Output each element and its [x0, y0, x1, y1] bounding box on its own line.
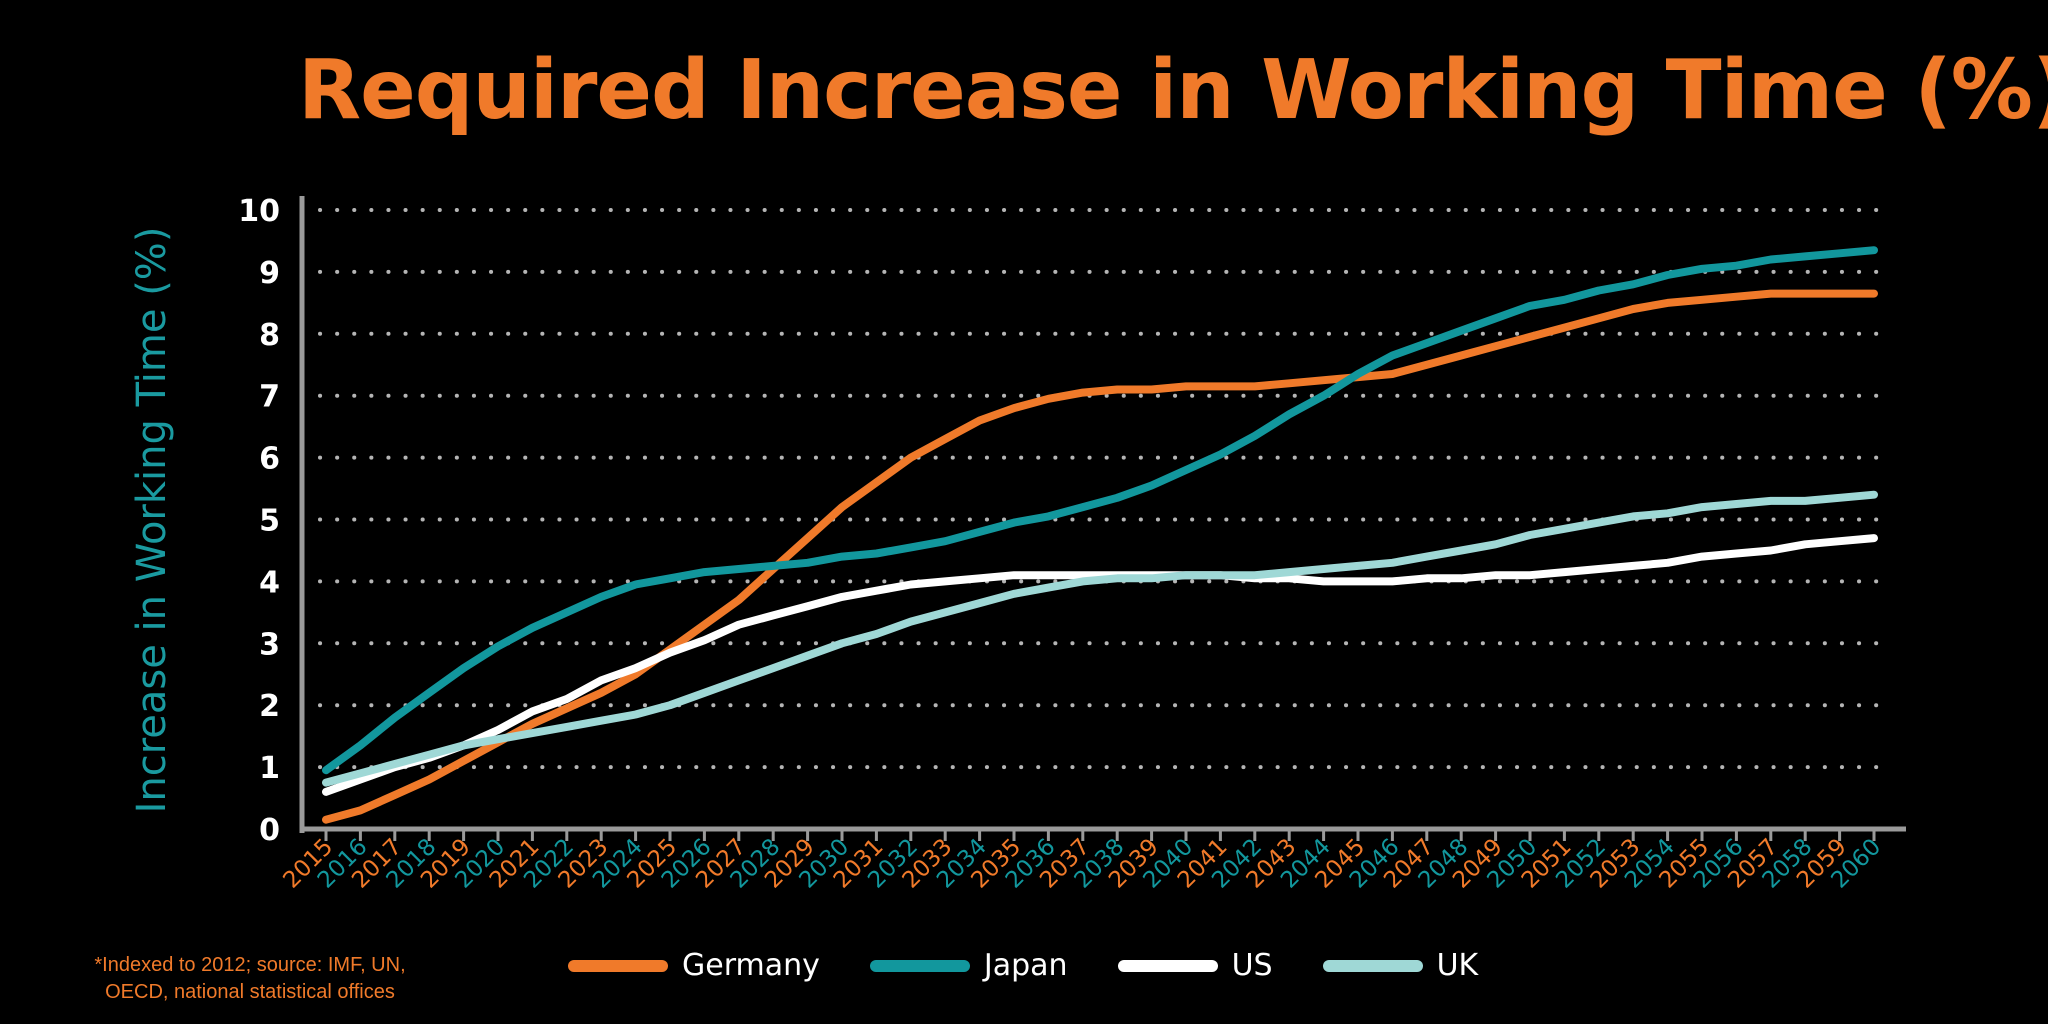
y-tick-label: 2	[259, 689, 280, 724]
y-tick-label: 1	[259, 751, 280, 786]
legend-swatch	[1117, 959, 1218, 972]
series-line-germany	[322, 289, 1878, 824]
y-tick-label: 10	[238, 194, 280, 229]
footnote: *Indexed to 2012; source: IMF, UN, OECD,…	[90, 952, 410, 1006]
y-tick-label: 3	[259, 627, 280, 662]
footnote-line-2: OECD, national statistical offices	[105, 981, 395, 1003]
footnote-line-1: *Indexed to 2012; source: IMF, UN,	[94, 954, 406, 976]
series-line-uk	[322, 490, 1878, 787]
legend-item-us: US	[1117, 948, 1273, 983]
legend-item-uk: UK	[1322, 948, 1479, 983]
legend-label: US	[1231, 948, 1273, 983]
legend-swatch	[568, 959, 668, 972]
y-tick-label: 0	[259, 813, 280, 848]
chart-title: Required Increase in Working Time (%)*	[298, 43, 2048, 138]
series-line-japan	[322, 246, 1878, 775]
legend-swatch	[1322, 959, 1423, 972]
y-tick-label: 5	[259, 504, 280, 539]
legend-item-japan: Japan	[869, 948, 1068, 983]
y-tick-label: 7	[259, 380, 280, 415]
y-tick-label: 9	[259, 256, 280, 291]
legend-label: Germany	[682, 948, 820, 983]
legend-label: Japan	[983, 948, 1068, 983]
y-tick-label: 6	[259, 442, 280, 477]
y-tick-label: 8	[259, 318, 280, 353]
chart-legend: Germany Japan US UK	[568, 948, 1528, 983]
y-tick-label: 4	[259, 565, 280, 600]
legend-label: UK	[1436, 948, 1479, 983]
legend-swatch	[869, 959, 970, 972]
legend-item-germany: Germany	[568, 948, 820, 983]
series-line-us	[322, 534, 1878, 796]
